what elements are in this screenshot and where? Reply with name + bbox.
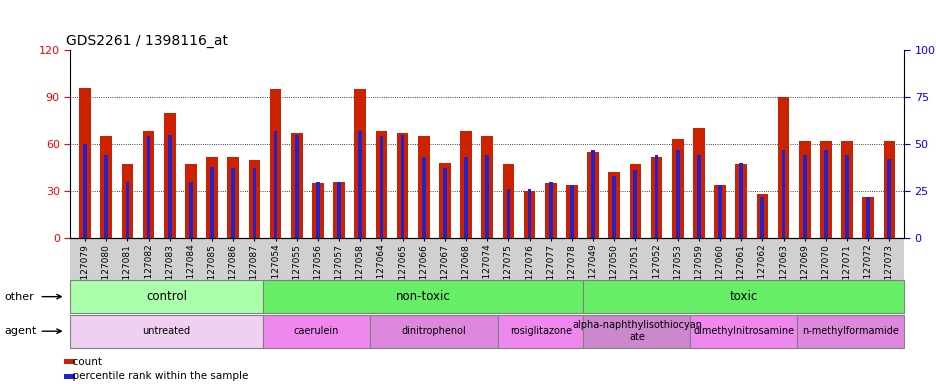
Bar [401,135,404,238]
Bar [248,160,260,238]
Bar [527,189,531,238]
Text: toxic: toxic [729,290,757,303]
Bar [227,157,239,238]
Text: count: count [66,357,101,367]
Bar [164,113,175,238]
Bar [886,159,890,238]
Bar [675,150,679,238]
Bar [375,131,387,238]
Bar [633,170,636,238]
Bar [502,164,514,238]
Bar [273,131,277,238]
Bar [83,144,87,238]
Bar [80,88,91,238]
Text: GDS2261 / 1398116_at: GDS2261 / 1398116_at [66,33,227,48]
Text: percentile rank within the sample: percentile rank within the sample [66,371,248,381]
Bar [866,197,870,238]
Bar [252,169,256,238]
Text: caerulein: caerulein [293,326,339,336]
Bar [147,136,151,238]
Bar [607,172,620,238]
Bar [142,131,154,238]
Bar [295,135,299,238]
Bar [206,157,218,238]
Bar [231,169,235,238]
Bar [611,176,616,238]
Bar [654,155,658,238]
Bar [104,155,108,238]
Bar [396,133,408,238]
Bar [315,182,319,238]
Bar [290,133,302,238]
Bar [463,157,467,238]
Bar [270,89,281,238]
Bar [823,150,826,238]
Bar [506,189,510,238]
Bar [755,194,768,238]
Bar [739,163,742,238]
Bar [481,136,492,238]
Bar [189,182,193,238]
Bar [545,183,556,238]
Text: untreated: untreated [142,326,190,336]
Bar [379,136,383,238]
Bar [591,150,594,238]
Bar [168,135,171,238]
Bar [485,155,489,238]
Bar [333,182,344,238]
Bar [421,157,425,238]
Bar [696,155,700,238]
Text: dinitrophenol: dinitrophenol [401,326,466,336]
Text: agent: agent [5,326,37,336]
Bar [417,136,429,238]
Bar [354,89,366,238]
Bar [443,169,446,238]
Text: rosiglitazone: rosiglitazone [509,326,571,336]
Bar [587,152,598,238]
Bar [798,141,810,238]
Bar [439,163,450,238]
Bar [819,141,831,238]
Bar [569,185,573,238]
Bar [312,183,324,238]
Bar [841,141,852,238]
Bar [565,185,578,238]
Bar [548,182,552,238]
Bar [650,157,662,238]
Bar [735,164,746,238]
Bar [713,185,725,238]
Text: n-methylformamide: n-methylformamide [801,326,899,336]
Bar [883,141,894,238]
Bar [122,164,133,238]
Bar [671,139,683,238]
Bar [210,167,213,238]
Bar [844,155,848,238]
Bar [693,128,704,238]
Bar [802,155,806,238]
Bar [861,197,873,238]
Bar [717,185,722,238]
Bar [460,131,472,238]
Text: alpha-naphthylisothiocyan
ate: alpha-naphthylisothiocyan ate [571,320,701,342]
Bar [629,164,640,238]
Bar [781,150,784,238]
Bar [358,131,361,238]
Bar [125,182,129,238]
Text: dimethylnitrosamine: dimethylnitrosamine [693,326,794,336]
Bar [777,97,788,238]
Text: other: other [5,291,35,302]
Bar [760,197,764,238]
Bar [337,182,341,238]
Text: non-toxic: non-toxic [395,290,450,303]
Bar [523,191,534,238]
Text: control: control [146,290,187,303]
Bar [100,136,112,238]
Bar [185,164,197,238]
